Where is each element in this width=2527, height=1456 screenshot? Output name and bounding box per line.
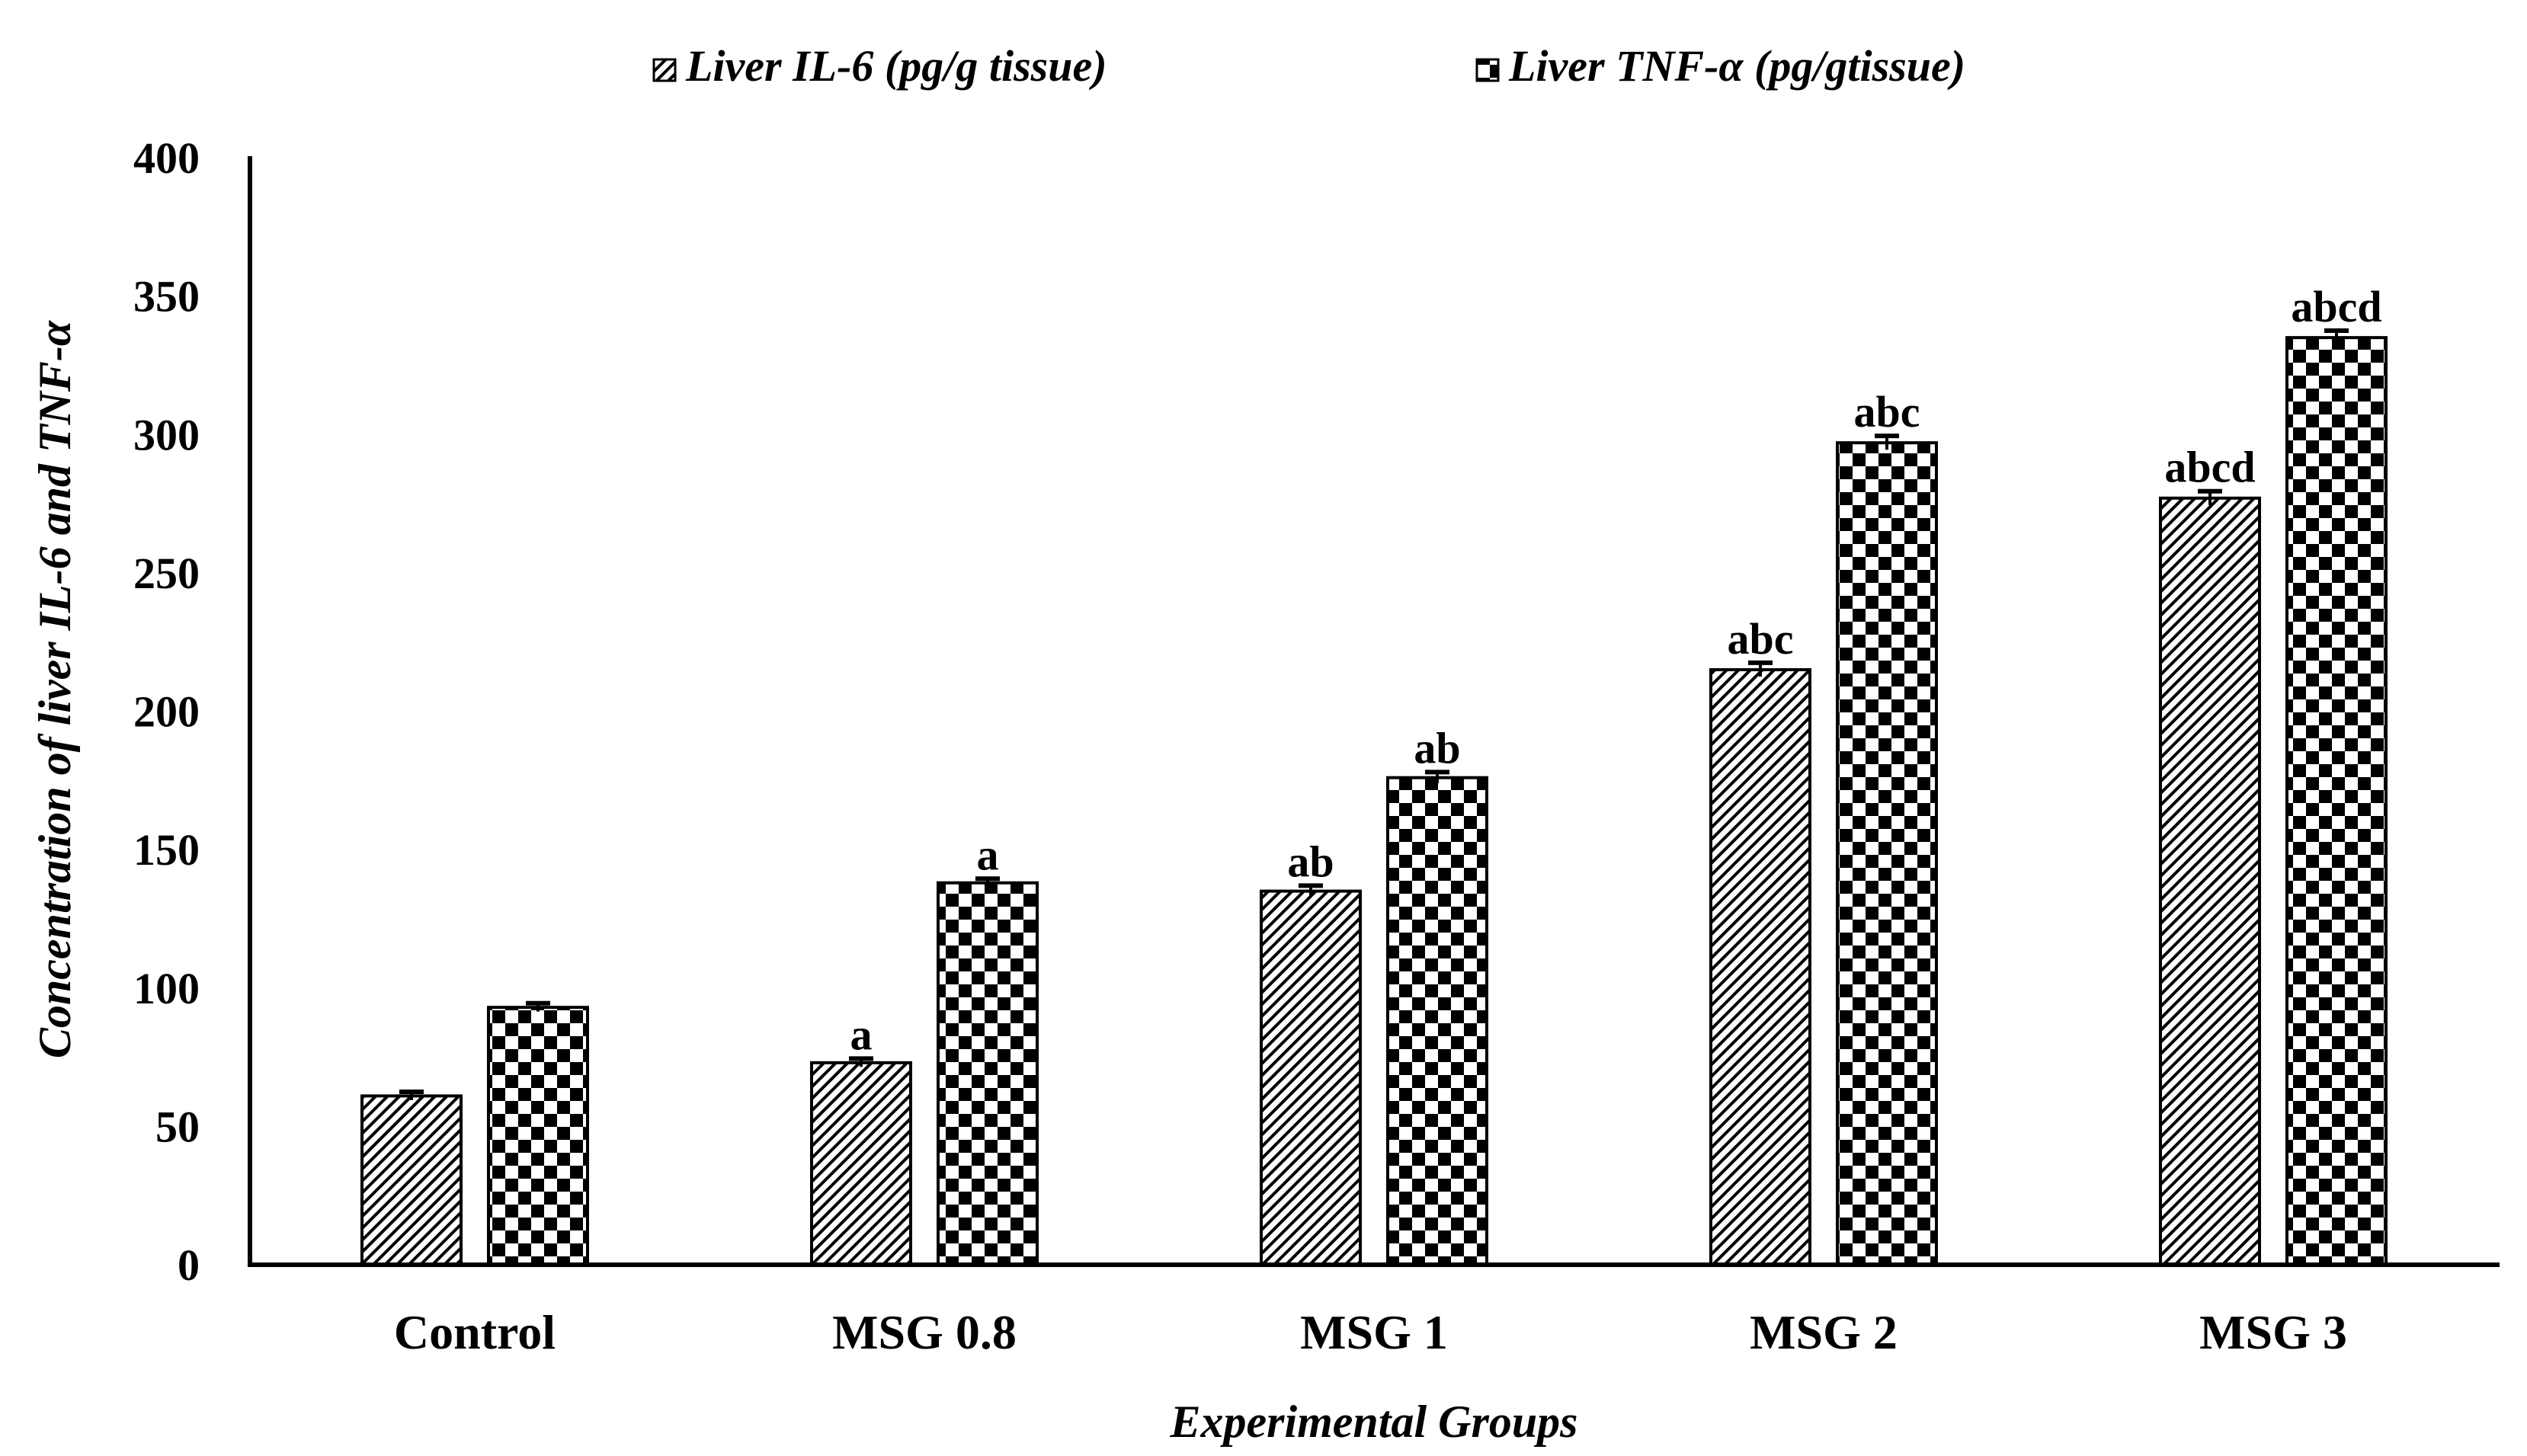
legend-swatch-il6 — [652, 58, 677, 82]
bar-il6 — [1709, 668, 1811, 1266]
bar-tnf — [2285, 336, 2388, 1266]
y-tick-label: 100 — [133, 964, 200, 1013]
y-tick-label: 200 — [133, 687, 200, 737]
bar-group: abcd abcd — [2159, 282, 2388, 1266]
significance-label-tnf: ab — [1414, 723, 1460, 773]
bar-tnf — [487, 1006, 589, 1266]
bar-tnf — [937, 881, 1039, 1266]
legend-label-tnf: Liver TNF-α (pg/gtissue) — [1508, 41, 1965, 91]
y-tick-label: 250 — [133, 549, 200, 598]
significance-label-il6: abc — [1728, 614, 1794, 664]
y-axis-title: Concentration of liver IL-6 and TNF-α — [30, 320, 80, 1058]
significance-label-tnf: abcd — [2291, 282, 2381, 331]
x-tick-label: MSG 0.8 — [832, 1305, 1017, 1359]
legend-label-il6: Liver IL-6 (pg/g tissue) — [685, 41, 1107, 91]
legend: Liver IL-6 (pg/g tissue) Liver TNF-α (pg… — [652, 41, 1965, 91]
y-tick-label: 350 — [133, 272, 200, 322]
significance-label-il6: a — [850, 1010, 873, 1059]
y-axis-ticks: 0 50 100 150 200 250 300 350 400 — [133, 133, 200, 1290]
x-axis-title: Experimental Groups — [1169, 1397, 1577, 1447]
significance-label-il6: ab — [1287, 837, 1334, 886]
bar-tnf — [1836, 441, 1938, 1267]
bar-group — [360, 1000, 589, 1266]
bar-group: abc abc — [1709, 387, 1938, 1267]
x-tick-label: Control — [394, 1305, 556, 1359]
significance-label-tnf: abc — [1854, 387, 1920, 437]
significance-label-tnf: a — [977, 830, 999, 879]
y-tick-label: 150 — [133, 825, 200, 875]
y-tick-label: 50 — [155, 1102, 200, 1151]
significance-label-il6: abcd — [2164, 443, 2255, 492]
bar-il6 — [360, 1094, 463, 1266]
legend-item-tnf: Liver TNF-α (pg/gtissue) — [1475, 41, 1965, 91]
x-tick-label: MSG 2 — [1750, 1305, 1898, 1359]
bar-il6 — [810, 1061, 912, 1266]
legend-swatch-tnf — [1475, 58, 1500, 82]
y-tick-label: 0 — [178, 1240, 200, 1290]
x-tick-label: MSG 1 — [1300, 1305, 1448, 1359]
x-axis-ticks: Control MSG 0.8 MSG 1 MSG 2 MSG 3 — [394, 1305, 2347, 1359]
y-tick-label: 400 — [133, 133, 200, 183]
bar-il6 — [2159, 496, 2261, 1266]
x-tick-label: MSG 3 — [2199, 1305, 2347, 1359]
bar-il6 — [1260, 889, 1362, 1267]
bar-group: ab ab — [1260, 723, 1488, 1267]
bar-group: aa — [810, 830, 1039, 1266]
bar-tnf — [1386, 776, 1488, 1266]
legend-item-il6: Liver IL-6 (pg/g tissue) — [652, 41, 1107, 91]
y-tick-label: 300 — [133, 410, 200, 459]
